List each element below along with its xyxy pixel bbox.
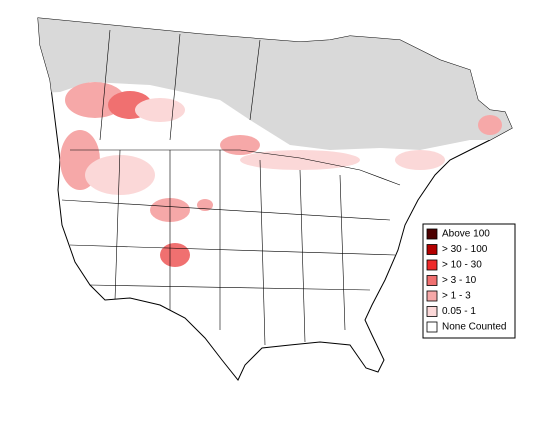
legend-swatch: [426, 321, 438, 333]
legend-swatch: [426, 259, 438, 271]
legend-swatch: [426, 306, 438, 317]
legend-swatch: [426, 275, 438, 286]
legend-box: [422, 223, 516, 339]
legend-label: > 1 - 3: [442, 291, 471, 302]
legend-label: None Counted: [442, 322, 507, 333]
legend-label: 0.05 - 1: [442, 306, 476, 317]
legend-label: > 10 - 30: [442, 260, 482, 271]
legend-label: > 30 - 100: [442, 244, 488, 255]
legend-swatch: [426, 244, 438, 255]
legend-label: > 3 - 10: [442, 275, 477, 286]
legend: Above 100 > 30 - 100 > 10 - 30 > 3 - 10 > 1 …: [422, 223, 516, 339]
legend-label: Above 100: [442, 229, 490, 240]
legend-swatch: [426, 290, 438, 302]
legend-swatch: [426, 228, 438, 240]
borders: [61, 29, 401, 346]
abundance-areas: [60, 82, 502, 267]
